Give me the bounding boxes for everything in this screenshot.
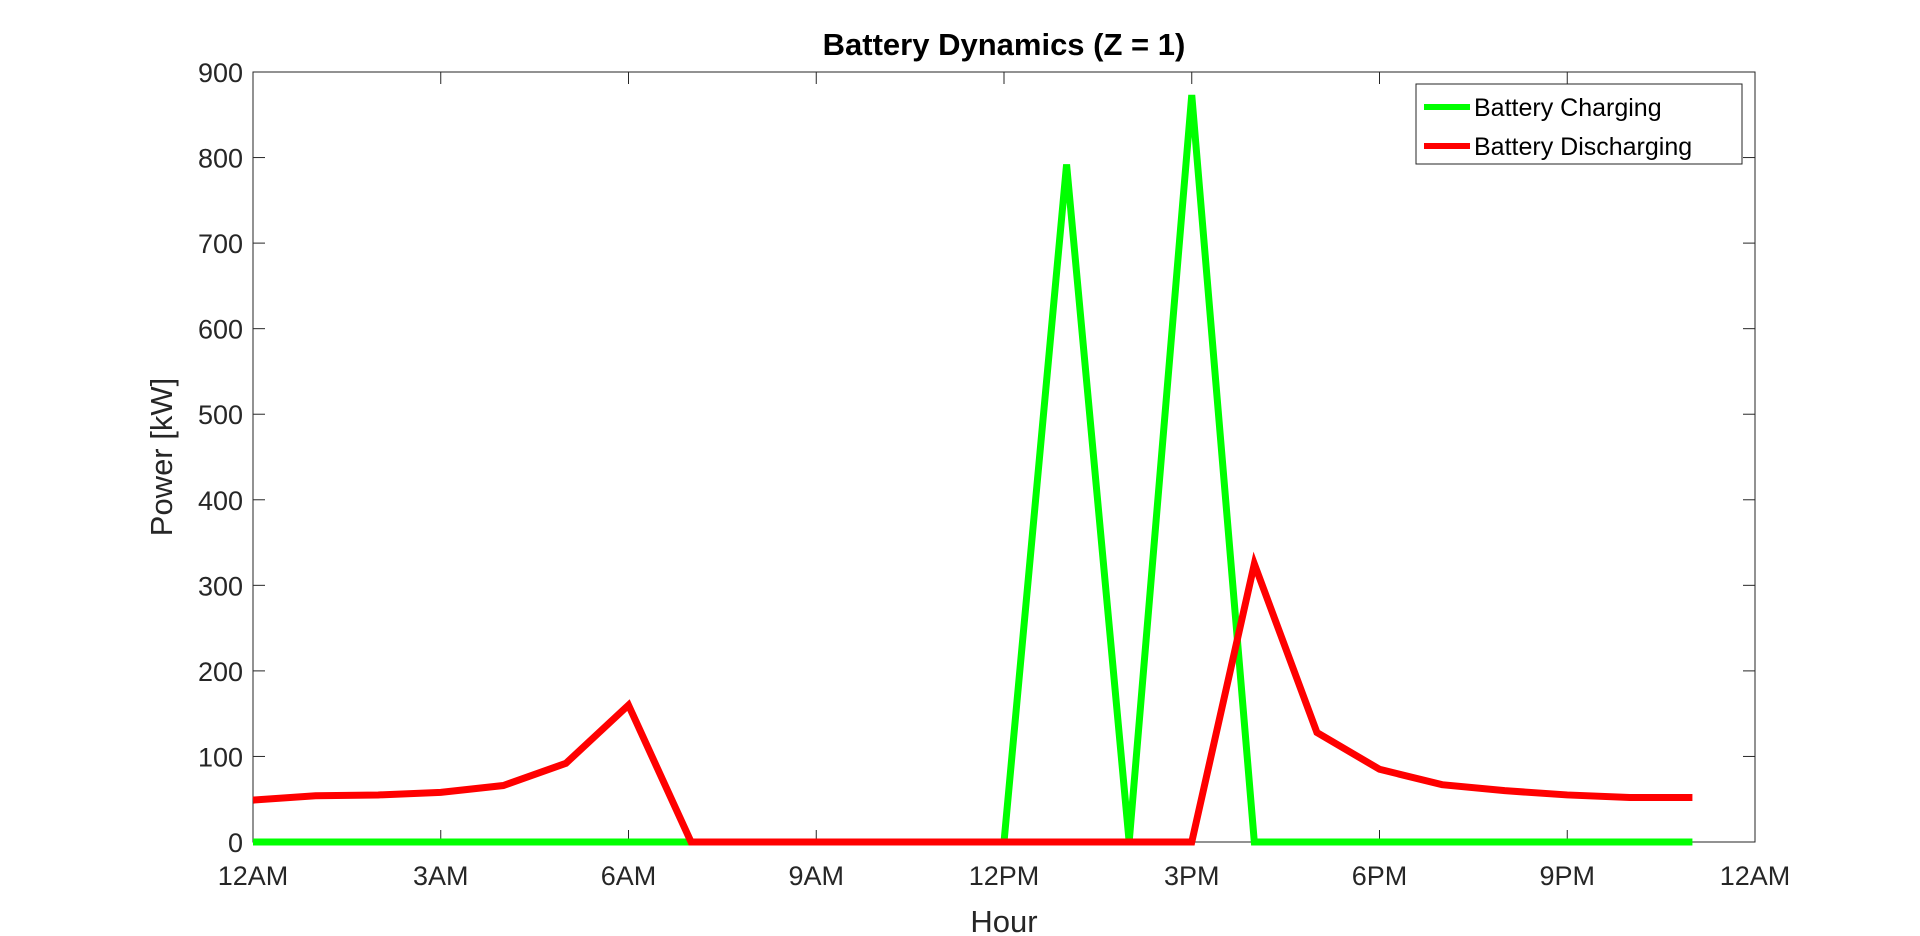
x-tick-label: 12PM bbox=[969, 861, 1040, 891]
legend-label-battery-discharging: Battery Discharging bbox=[1474, 133, 1692, 161]
legend-label-battery-charging: Battery Charging bbox=[1474, 94, 1662, 122]
y-tick-label: 700 bbox=[198, 229, 243, 259]
x-tick-label: 6PM bbox=[1352, 861, 1408, 891]
y-tick-label: 400 bbox=[198, 486, 243, 516]
y-tick-label: 300 bbox=[198, 571, 243, 601]
x-tick-label: 9AM bbox=[788, 861, 844, 891]
series-line-battery-discharging bbox=[252, 551, 1693, 846]
x-tick-label: 9PM bbox=[1539, 861, 1595, 891]
x-axis-title: Hour bbox=[970, 904, 1037, 936]
y-tick-label: 0 bbox=[228, 828, 243, 858]
y-tick-label: 200 bbox=[198, 657, 243, 687]
y-tick-label: 600 bbox=[198, 315, 243, 345]
series-layer bbox=[252, 94, 1693, 846]
y-tick-label: 100 bbox=[198, 742, 243, 772]
y-tick-label: 900 bbox=[198, 58, 243, 88]
legend-box bbox=[1415, 83, 1743, 165]
y-tick-label: 500 bbox=[198, 400, 243, 430]
x-tick-label: 12AM bbox=[218, 861, 289, 891]
y-axis-title: Power [kW] bbox=[144, 378, 179, 536]
x-tick-label: 3PM bbox=[1164, 861, 1220, 891]
x-tick-label: 12AM bbox=[1720, 861, 1791, 891]
plot-area bbox=[252, 71, 1756, 843]
x-tick-label: 3AM bbox=[413, 861, 469, 891]
legend: Battery Charging Battery Discharging bbox=[1415, 83, 1743, 165]
x-tick-label: 6AM bbox=[601, 861, 657, 891]
y-tick-label: 800 bbox=[198, 144, 243, 174]
chart-title: Battery Dynamics (Z = 1) bbox=[823, 27, 1186, 62]
ticks-layer: 0 100 200 300 400 500 600 700 800 900 12AM 3AM 6AM 9A… bbox=[198, 58, 1790, 891]
